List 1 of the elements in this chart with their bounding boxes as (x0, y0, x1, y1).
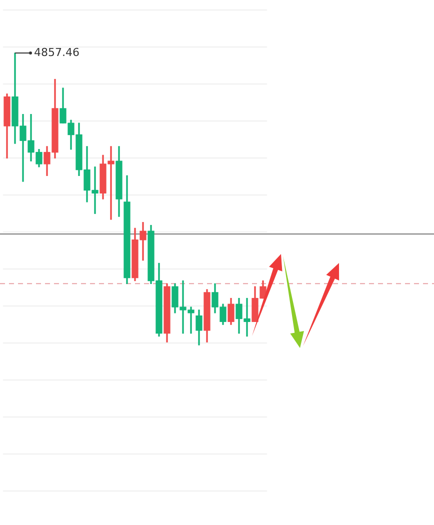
annotation: 4857.46 (34, 46, 80, 59)
